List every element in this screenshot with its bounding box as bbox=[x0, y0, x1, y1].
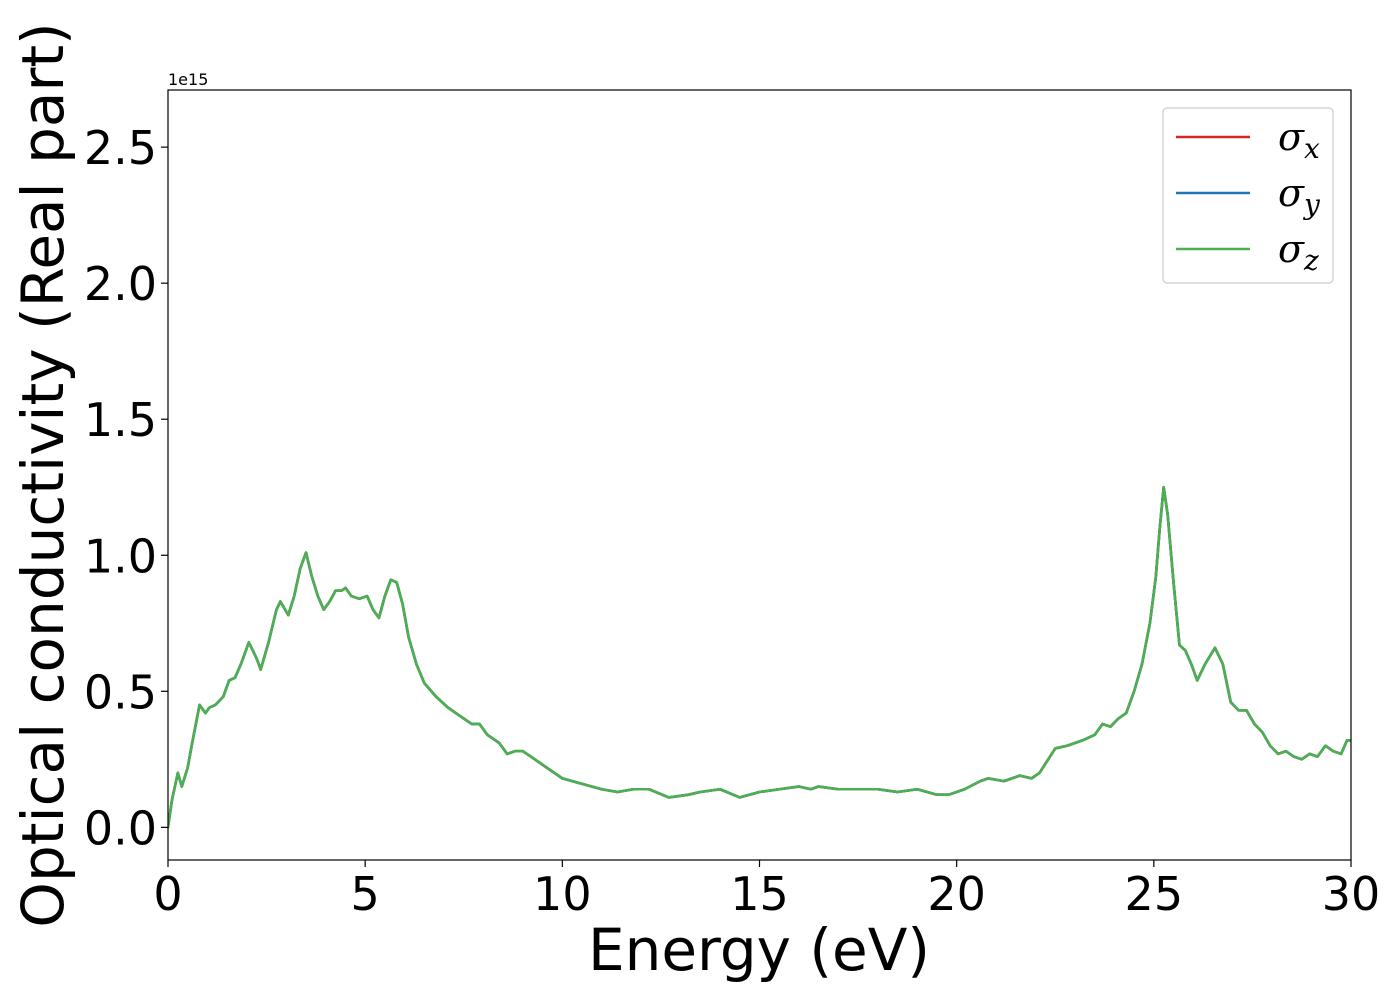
legend-box bbox=[1162, 107, 1334, 284]
y-tick-label: 0.5 bbox=[84, 665, 157, 719]
x-tick-label: 15 bbox=[730, 867, 789, 921]
legend-label: σz bbox=[1278, 227, 1319, 277]
y-axis: 0.0 0.5 1.0 1.5 2.0 2.5 bbox=[84, 121, 168, 855]
x-tick-label: 10 bbox=[533, 867, 592, 921]
x-tick-label: 30 bbox=[1322, 867, 1381, 921]
y-tick-label: 0.0 bbox=[84, 801, 157, 855]
y-tick-label: 2.0 bbox=[84, 257, 157, 311]
x-tick-label: 20 bbox=[927, 867, 986, 921]
x-tick-label: 5 bbox=[351, 867, 380, 921]
y-tick-label: 2.5 bbox=[84, 121, 157, 175]
y-axis-title: Optical conductivity (Real part) bbox=[9, 22, 77, 927]
y-scale-offset-label: 1e15 bbox=[168, 70, 208, 89]
x-axis-title: Energy (eV) bbox=[588, 916, 930, 984]
legend: σx σy σz bbox=[1162, 107, 1334, 284]
series-layer bbox=[168, 485, 1351, 829]
x-tick-label: 0 bbox=[153, 867, 182, 921]
y-tick-label: 1.5 bbox=[84, 393, 157, 447]
y-tick-label: 1.0 bbox=[84, 529, 157, 583]
legend-label: σx bbox=[1278, 115, 1320, 165]
legend-label: σy bbox=[1278, 171, 1321, 221]
series-line-3 bbox=[168, 485, 1351, 829]
x-axis: 0 5 10 15 20 25 30 bbox=[153, 860, 1380, 921]
x-tick-label: 25 bbox=[1125, 867, 1184, 921]
